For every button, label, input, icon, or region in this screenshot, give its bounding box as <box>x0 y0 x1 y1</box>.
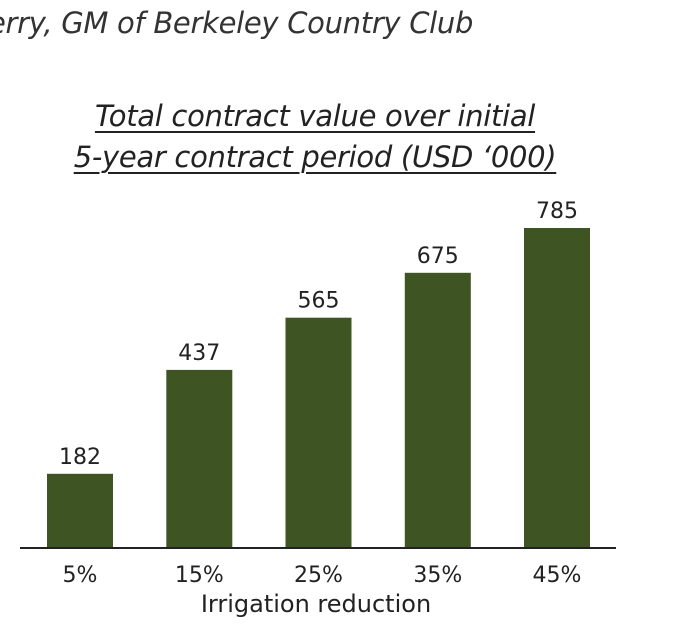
bars-layer: 182 5% 437 15% 565 25% 675 35% 785 45% <box>47 199 590 588</box>
chart-title-line-1: Total contract value over initial <box>94 99 536 133</box>
x-tick-label-1: 15% <box>175 563 224 588</box>
data-label-3: 675 <box>417 244 459 269</box>
data-label-0: 182 <box>59 445 101 470</box>
bar-2 <box>285 317 352 548</box>
x-axis-title: Irrigation reduction <box>201 590 431 618</box>
chart-title-line-2: 5-year contract period (USD ‘000) <box>73 140 557 174</box>
attribution-text: erry, GM of Berkeley Country Club <box>0 6 474 40</box>
x-tick-label-3: 35% <box>413 563 462 588</box>
bar-3 <box>404 272 471 548</box>
x-tick-label-2: 25% <box>294 563 343 588</box>
x-tick-label-0: 5% <box>63 563 98 588</box>
chart-title: Total contract value over initial 5-year… <box>0 96 630 178</box>
bar-4 <box>524 228 590 548</box>
bar-1 <box>166 369 233 548</box>
data-label-1: 437 <box>178 341 220 366</box>
x-tick-label-4: 45% <box>533 563 582 588</box>
bar-0 <box>47 473 113 548</box>
data-label-4: 785 <box>536 199 578 224</box>
data-label-2: 565 <box>298 289 340 314</box>
